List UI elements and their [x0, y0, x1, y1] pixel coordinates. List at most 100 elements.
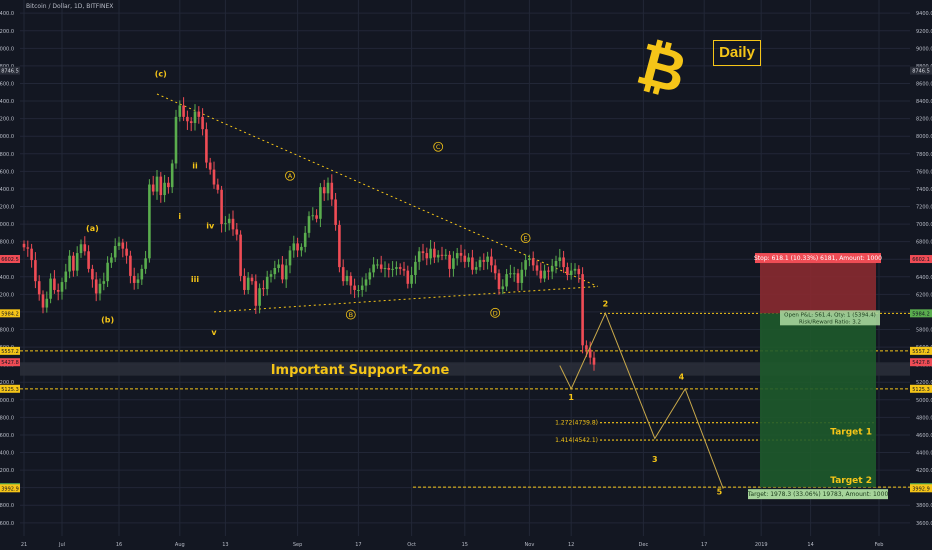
candle-body: [186, 116, 189, 122]
price-badge-right-bg: [910, 309, 932, 318]
candle-body: [357, 289, 360, 291]
candle-body: [182, 105, 185, 117]
y-tick-left: 9400.0: [0, 11, 14, 17]
candle-body: [315, 215, 318, 219]
wave-label: ii: [192, 162, 198, 171]
y-tick-left: 9200.0: [0, 29, 14, 35]
candle-body: [345, 275, 349, 282]
y-tick-left: 7600.0: [0, 169, 14, 175]
candle-body: [75, 253, 79, 271]
candle-body: [201, 116, 204, 130]
candle-body: [520, 269, 524, 283]
candle-body: [303, 232, 307, 247]
candle-body: [402, 268, 406, 271]
x-tick: Jul: [58, 542, 65, 548]
price-badge-left-bg: [0, 66, 20, 75]
price-badge-left: 5427.8: [1, 360, 19, 366]
y-tick-right: 4200.0: [916, 468, 932, 474]
wave-label: (c): [155, 69, 167, 78]
candle-body: [284, 265, 288, 280]
price-badge-left: 5984.2: [1, 311, 19, 317]
candle-body: [307, 216, 311, 233]
candle-body: [493, 265, 497, 274]
y-tick-left: 5200.0: [0, 380, 14, 386]
candle-body: [262, 288, 265, 290]
candle-body: [471, 257, 474, 270]
price-badge-right: 5984.2: [912, 311, 930, 317]
wave-label: 2: [603, 300, 609, 309]
candle-body: [277, 264, 280, 268]
y-tick-left: 7200.0: [0, 204, 14, 210]
candle-body: [37, 281, 41, 295]
x-tick: Dec: [639, 542, 649, 548]
candle-body: [486, 256, 489, 262]
triangle-lower-line: [213, 285, 598, 313]
y-tick-left: 4200.0: [0, 468, 14, 474]
candle-body: [60, 282, 64, 292]
price-badge-left-bg: [0, 484, 20, 493]
candle-body: [524, 260, 527, 270]
candle-body: [353, 285, 356, 290]
y-tick-left: 3800.0: [0, 503, 14, 509]
y-tick-left: 5000.0: [0, 398, 14, 404]
y-tick-left: 8000.0: [0, 134, 14, 140]
candle-body: [83, 244, 87, 252]
target-1-label: Target 1: [830, 428, 872, 438]
candle-body: [391, 268, 394, 270]
candle-body: [490, 256, 493, 266]
candle-body: [417, 251, 421, 262]
candle-body: [98, 283, 102, 294]
y-tick-right: 4400.0: [916, 451, 932, 457]
y-tick-right: 5200.0: [916, 380, 932, 386]
y-tick-right: 6800.0: [916, 240, 932, 246]
x-tick: Oct: [407, 542, 416, 548]
candle-body: [467, 257, 470, 262]
price-badge-left: 5557.2: [1, 349, 19, 355]
candle-body: [102, 281, 106, 284]
price-badge-left-bg: [0, 358, 20, 367]
candle-body: [94, 279, 98, 294]
bitcoin-logo-icon: ₿: [630, 29, 693, 107]
candle-body: [269, 274, 273, 277]
y-tick-right: 8400.0: [916, 99, 932, 105]
y-tick-right: 7200.0: [916, 204, 932, 210]
triangle-upper-line: [156, 93, 599, 287]
candle-body: [235, 229, 239, 235]
candle-body: [566, 267, 569, 276]
x-tick: 13: [222, 542, 228, 548]
candle-body: [155, 176, 159, 192]
candle-body: [167, 182, 170, 188]
price-badge-left-bg: [0, 346, 20, 355]
wave-label: D: [493, 309, 498, 317]
y-tick-right: 3600.0: [916, 521, 932, 527]
price-badge-right-bg: [910, 255, 932, 264]
candle-body: [535, 265, 539, 271]
candle-body: [452, 258, 455, 269]
wave-label-circle: [490, 307, 501, 318]
candle-body: [121, 242, 125, 249]
candle-body: [372, 264, 375, 273]
y-tick-right: 4600.0: [916, 433, 932, 439]
candle-body: [292, 243, 296, 251]
x-tick: 17: [701, 542, 707, 548]
wave-label: v: [211, 328, 217, 337]
candle-body: [243, 275, 246, 290]
y-tick-left: 3600.0: [0, 521, 14, 527]
wave-label: 3: [652, 455, 658, 464]
y-tick-left: 6800.0: [0, 240, 14, 246]
candle-body: [364, 279, 368, 286]
wave-label: (b): [101, 315, 114, 324]
candle-body: [547, 270, 550, 272]
y-tick-right: 5800.0: [916, 328, 932, 334]
fib-level-label: 1.272(4739.8): [555, 420, 598, 427]
candle-body: [113, 246, 117, 258]
price-badge-left-bg: [0, 309, 20, 318]
candle-body: [421, 251, 425, 254]
candle-body: [512, 273, 516, 275]
y-tick-left: 4600.0: [0, 433, 14, 439]
x-tick: 17: [355, 542, 361, 548]
candle-body: [478, 260, 482, 268]
price-badge-left: 6602.5: [1, 257, 19, 263]
y-tick-right: 7000.0: [916, 222, 932, 228]
